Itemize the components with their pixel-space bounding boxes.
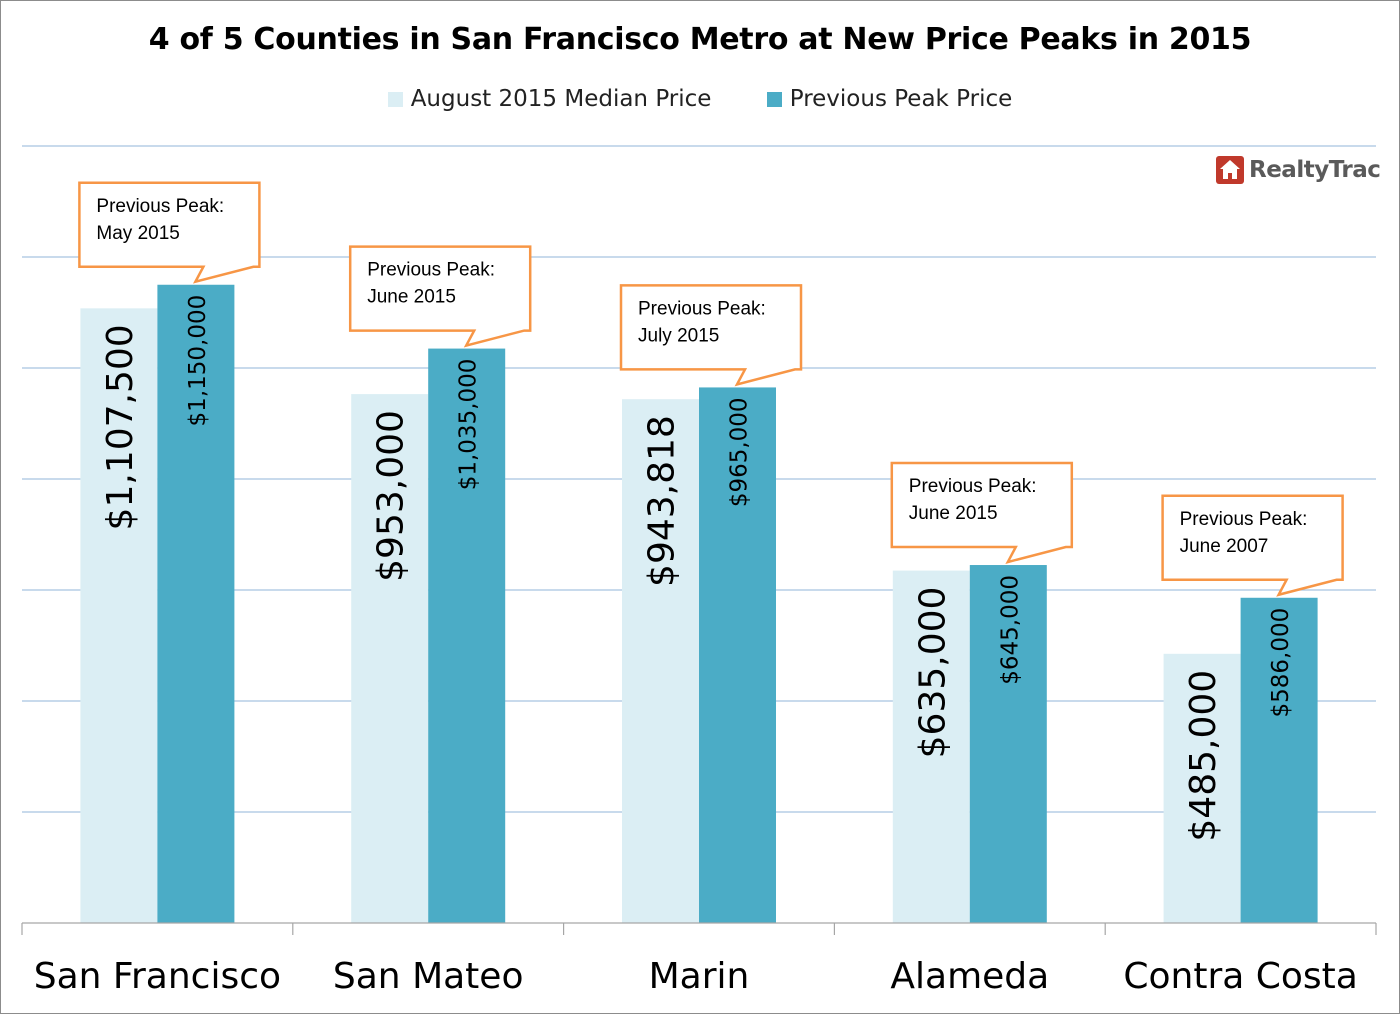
callout-box-1 (348, 245, 532, 348)
legend-item-peak: Previous Peak Price (766, 86, 1013, 112)
bar-median-0 (80, 308, 158, 923)
value-label-peak-1: $1,035,000 (456, 359, 482, 491)
callout-line2-4: June 2007 (1180, 536, 1269, 557)
bar-median-4 (1163, 653, 1241, 923)
category-labels: San Francisco San Mateo Marin Alameda Contra… (34, 956, 1358, 997)
callout-box-0 (78, 181, 261, 284)
value-labels: $1,107,500 $1,150,000 $953,000 $1,035,000 $9… (100, 295, 1294, 842)
callout-line2-2: July 2015 (638, 325, 719, 346)
callouts: Previous Peak: May 2015 Previous Peak: June… (78, 181, 1344, 597)
callout-line1-2: Previous Peak: (638, 298, 766, 319)
value-label-median-0: $1,107,500 (100, 324, 141, 530)
legend-label-median: August 2015 Median Price (410, 86, 712, 112)
legend-swatch-peak (766, 91, 782, 107)
realtytrac-logo: RealtyTrac (1216, 156, 1381, 184)
bar-median-2 (622, 399, 699, 923)
bars (80, 284, 1318, 924)
value-label-peak-4: $586,000 (1268, 608, 1294, 718)
category-label-3: Alameda (890, 956, 1049, 997)
legend-item-median: August 2015 Median Price (387, 86, 712, 112)
legend: August 2015 Median Price Previous Peak P… (0, 86, 1400, 113)
callout-box-2 (619, 284, 803, 387)
bar-peak-2 (699, 387, 776, 923)
bar-peak-0 (157, 284, 235, 923)
callout-box-3 (890, 461, 1074, 564)
value-label-median-2: $943,818 (642, 415, 683, 587)
callout-line2-1: June 2015 (367, 287, 456, 308)
callout-line1-4: Previous Peak: (1180, 509, 1308, 530)
bar-median-1 (351, 394, 429, 924)
bar-median-3 (892, 570, 970, 923)
callout-line1-3: Previous Peak: (909, 476, 1037, 497)
category-label-0: San Francisco (34, 956, 281, 997)
value-label-median-4: $485,000 (1183, 670, 1224, 842)
logo-text: RealtyTrac (1249, 157, 1381, 183)
callout-line2-3: June 2015 (909, 503, 998, 524)
value-label-peak-3: $645,000 (997, 575, 1023, 685)
value-label-median-1: $953,000 (371, 410, 412, 582)
house-icon (1216, 156, 1244, 184)
category-label-4: Contra Costa (1123, 956, 1358, 997)
value-label-median-3: $635,000 (912, 587, 953, 759)
chart-title: 4 of 5 Counties in San Francisco Metro a… (148, 22, 1252, 57)
legend-swatch-median (387, 91, 403, 107)
category-label-2: Marin (649, 956, 750, 997)
bar-peak-4 (1240, 597, 1318, 923)
callout-line1-0: Previous Peak: (96, 196, 224, 217)
value-label-peak-0: $1,150,000 (185, 295, 211, 427)
bar-peak-1 (428, 348, 506, 923)
legend-label-peak: Previous Peak Price (789, 86, 1013, 112)
x-axis (21, 922, 1377, 935)
callout-line2-0: May 2015 (96, 223, 179, 244)
callout-box-4 (1161, 494, 1344, 597)
bar-peak-3 (969, 565, 1047, 923)
value-label-peak-2: $965,000 (727, 397, 753, 507)
category-label-1: San Mateo (333, 956, 524, 997)
callout-line1-1: Previous Peak: (367, 260, 495, 281)
